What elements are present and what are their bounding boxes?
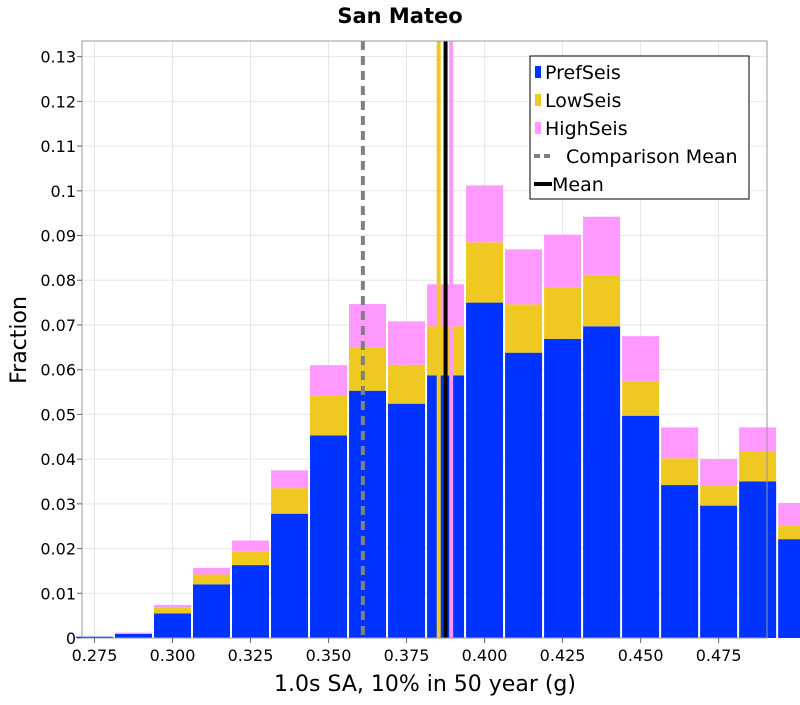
bar-highseis-5 xyxy=(271,470,308,488)
legend-label-prefseis: PrefSeis xyxy=(545,62,621,84)
y-tick-label: 0.08 xyxy=(40,271,76,290)
legend-label-comparison-mean: Comparison Mean xyxy=(566,146,738,168)
bar-highseis-15 xyxy=(661,427,698,458)
bar-highseis-11 xyxy=(505,249,542,304)
bar-lowseis-8 xyxy=(388,365,425,404)
y-tick-label: 0.1 xyxy=(51,182,76,201)
bar-prefseis-1 xyxy=(115,634,152,638)
bar-lowseis-2 xyxy=(154,608,191,614)
x-tick-label: 0.475 xyxy=(696,646,742,665)
bar-lowseis-4 xyxy=(232,551,269,565)
bar-lowseis-10 xyxy=(466,242,503,302)
bar-lowseis-11 xyxy=(505,304,542,352)
bar-lowseis-1 xyxy=(115,633,152,634)
x-tick-label: 0.375 xyxy=(384,646,430,665)
bar-highseis-10 xyxy=(466,185,503,242)
x-tick-label: 0.275 xyxy=(72,646,118,665)
bar-prefseis-15 xyxy=(661,485,698,638)
bar-lowseis-5 xyxy=(271,488,308,513)
bar-prefseis-18 xyxy=(778,539,800,638)
bar-highseis-13 xyxy=(583,217,620,275)
bar-highseis-2 xyxy=(154,605,191,608)
legend-swatch-lowseis xyxy=(535,94,541,106)
bar-prefseis-4 xyxy=(232,565,269,638)
bar-prefseis-12 xyxy=(544,339,581,638)
bar-highseis-16 xyxy=(700,459,737,485)
legend-label-highseis: HighSeis xyxy=(545,118,628,140)
bar-prefseis-10 xyxy=(466,303,503,638)
bar-prefseis-13 xyxy=(583,326,620,638)
bar-prefseis-16 xyxy=(700,506,737,638)
y-axis-label: Fraction xyxy=(7,296,32,384)
legend-swatch-prefseis xyxy=(535,66,541,78)
bar-highseis-3 xyxy=(193,568,230,575)
bar-prefseis-5 xyxy=(271,514,308,638)
bar-highseis-18 xyxy=(778,503,800,525)
bar-lowseis-18 xyxy=(778,525,800,539)
bar-prefseis-6 xyxy=(310,435,347,638)
chart-title: San Mateo xyxy=(337,4,462,28)
bar-prefseis-7 xyxy=(349,391,386,638)
x-tick-label: 0.300 xyxy=(150,646,196,665)
x-axis-label: 1.0s SA, 10% in 50 year (g) xyxy=(274,672,576,697)
legend-label-lowseis: LowSeis xyxy=(545,90,621,112)
bar-highseis-8 xyxy=(388,321,425,364)
y-tick-label: 0.03 xyxy=(40,495,76,514)
x-tick-label: 0.400 xyxy=(462,646,508,665)
y-tick-label: 0.11 xyxy=(40,137,76,156)
x-tick-label: 0.425 xyxy=(540,646,586,665)
legend-label-mean: Mean xyxy=(552,174,604,196)
bar-lowseis-14 xyxy=(622,381,659,416)
bar-lowseis-12 xyxy=(544,287,581,338)
x-tick-label: 0.350 xyxy=(306,646,352,665)
bar-lowseis-7 xyxy=(349,347,386,390)
y-tick-label: 0.04 xyxy=(40,450,76,469)
bar-prefseis-14 xyxy=(622,416,659,638)
bar-lowseis-6 xyxy=(310,396,347,436)
bar-lowseis-15 xyxy=(661,458,698,485)
legend: PrefSeis LowSeis HighSeis Comparison Mean Me… xyxy=(530,56,749,199)
y-tick-label: 0.12 xyxy=(40,92,76,111)
y-tick-label: 0.07 xyxy=(40,316,76,335)
y-tick-label: 0.09 xyxy=(40,227,76,246)
bar-prefseis-17 xyxy=(739,481,776,638)
x-tick-label: 0.450 xyxy=(618,646,664,665)
bar-prefseis-2 xyxy=(154,613,191,638)
bar-lowseis-3 xyxy=(193,574,230,584)
bar-highseis-4 xyxy=(232,541,269,552)
bar-highseis-17 xyxy=(739,427,776,452)
y-tick-label: 0.01 xyxy=(40,584,76,603)
y-tick-label: 0.05 xyxy=(40,405,76,424)
bar-prefseis-8 xyxy=(388,404,425,638)
y-tick-label: 0.06 xyxy=(40,361,76,380)
bar-lowseis-16 xyxy=(700,485,737,506)
bar-prefseis-3 xyxy=(193,584,230,638)
x-tick-label: 0.325 xyxy=(228,646,274,665)
bar-highseis-14 xyxy=(622,336,659,381)
bar-highseis-12 xyxy=(544,235,581,288)
bar-lowseis-17 xyxy=(739,452,776,482)
bar-highseis-6 xyxy=(310,365,347,395)
y-tick-label: 0.02 xyxy=(40,540,76,559)
legend-swatch-highseis xyxy=(535,122,541,134)
bar-prefseis-11 xyxy=(505,353,542,638)
bar-highseis-7 xyxy=(349,304,386,347)
bar-lowseis-13 xyxy=(583,275,620,326)
y-tick-label: 0.13 xyxy=(40,48,76,67)
